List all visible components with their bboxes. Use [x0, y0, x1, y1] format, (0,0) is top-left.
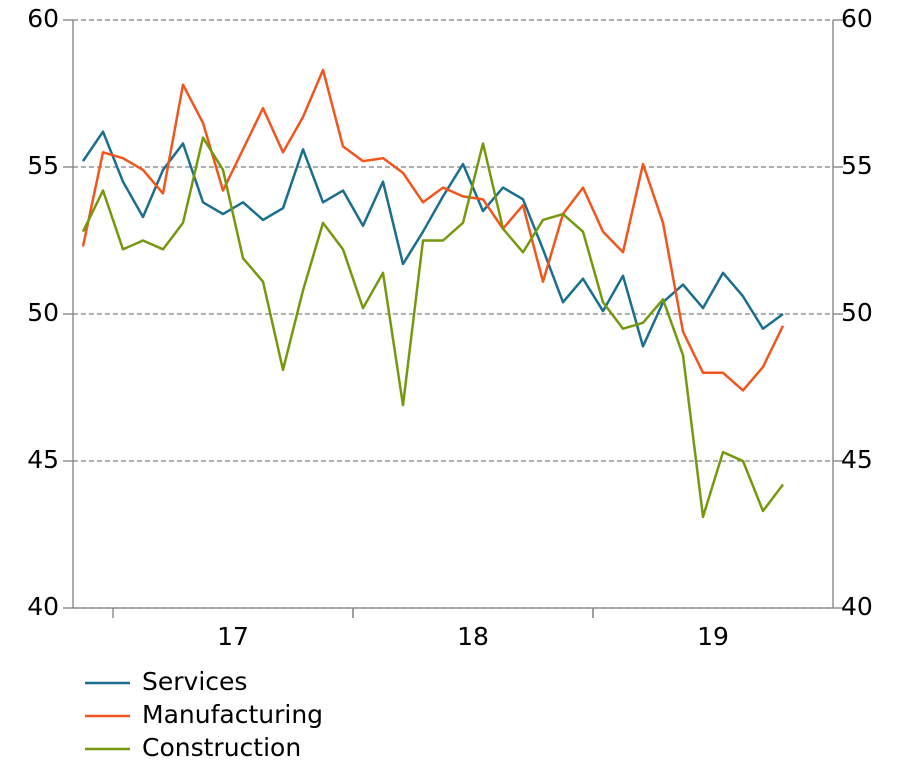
y2-tick-label: 40: [841, 592, 873, 621]
y-tick-label: 40: [27, 592, 59, 621]
legend-label: Construction: [142, 733, 301, 762]
y-tick-label: 45: [27, 445, 59, 474]
y-tick-label: 50: [27, 298, 59, 327]
y2-tick-label: 60: [841, 4, 873, 33]
y-tick-label: 60: [27, 4, 59, 33]
y2-tick-label: 45: [841, 445, 873, 474]
y-tick-label: 55: [27, 151, 59, 180]
x-tick-label: 19: [697, 622, 729, 651]
y2-tick-label: 55: [841, 151, 873, 180]
series-line: [81, 68, 785, 392]
x-tick-label: 17: [217, 622, 249, 651]
x-tick-label: 18: [457, 622, 489, 651]
y2-tick-label: 50: [841, 298, 873, 327]
series-line: [81, 130, 784, 348]
legend-label: Manufacturing: [142, 700, 323, 729]
legend-label: Services: [142, 667, 247, 696]
series-line: [81, 136, 784, 519]
